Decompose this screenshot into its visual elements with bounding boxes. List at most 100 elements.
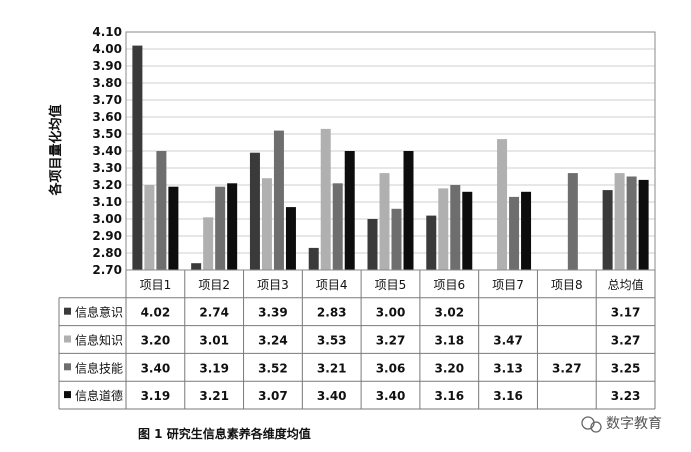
bar-3-1	[156, 151, 167, 270]
bar-4-7	[521, 191, 532, 270]
data-label: 3.00	[376, 306, 406, 320]
data-label: 3.25	[611, 361, 641, 375]
category-label: 项目1	[140, 278, 172, 292]
data-label: 3.20	[434, 361, 464, 375]
data-label: 3.40	[376, 389, 406, 403]
bar-1-1	[132, 45, 143, 270]
y-tick-label: 3.40	[92, 144, 122, 158]
data-label: 3.27	[552, 361, 582, 375]
bar-3-2	[215, 186, 226, 270]
data-label: 3.20	[141, 334, 171, 348]
bar-4-4	[344, 151, 355, 270]
bar-1-6	[426, 215, 437, 270]
bar-4-1	[168, 186, 179, 270]
data-label: 3.40	[141, 361, 171, 375]
category-label: 总均值	[608, 277, 644, 292]
bar-4-9	[638, 179, 649, 270]
bar-2-4	[320, 128, 331, 270]
data-label: 3.53	[317, 334, 347, 348]
series-name: 信息道德	[75, 388, 123, 403]
data-label: 3.52	[258, 361, 288, 375]
data-label: 3.27	[611, 334, 641, 348]
bar-4-3	[285, 207, 296, 270]
y-tick-label: 3.00	[92, 212, 122, 226]
y-tick-label: 3.60	[92, 110, 122, 124]
y-tick-label: 3.90	[92, 59, 122, 73]
series-name: 信息知识	[75, 333, 123, 348]
legend-swatch	[64, 363, 71, 371]
data-label: 3.40	[317, 389, 347, 403]
data-label: 2.83	[317, 306, 347, 320]
data-label: 3.01	[199, 334, 229, 348]
data-label: 3.39	[258, 306, 288, 320]
data-label: 3.24	[258, 334, 288, 348]
y-tick-label: 2.70	[92, 263, 122, 277]
bar-2-2	[203, 217, 214, 270]
bar-3-8	[567, 173, 578, 270]
bar-3-4	[332, 183, 343, 270]
bar-4-5	[403, 151, 414, 270]
bar-3-6	[450, 185, 461, 270]
category-label: 项目4	[316, 278, 348, 292]
data-label: 3.16	[434, 389, 464, 403]
category-label: 项目5	[375, 278, 407, 292]
category-label: 项目6	[433, 278, 465, 292]
y-tick-label: 3.50	[92, 127, 122, 141]
watermark: 数字教育	[581, 416, 662, 433]
data-label: 3.23	[611, 389, 641, 403]
y-tick-label: 4.10	[92, 25, 122, 39]
legend-swatch	[64, 335, 71, 343]
data-label: 3.18	[434, 334, 464, 348]
y-tick-label: 3.80	[92, 76, 122, 90]
bar-2-3	[261, 178, 272, 270]
legend-swatch	[64, 307, 71, 315]
bar-3-3	[273, 130, 284, 270]
data-label: 3.13	[493, 361, 523, 375]
y-tick-label: 2.90	[92, 229, 122, 243]
data-label: 3.16	[493, 389, 523, 403]
category-label: 项目8	[551, 278, 583, 292]
y-tick-label: 2.80	[92, 246, 122, 260]
bar-1-5	[367, 219, 378, 270]
y-axis-label: 各项目量化均值	[48, 104, 64, 196]
y-tick-label: 3.30	[92, 161, 122, 175]
category-label: 项目7	[492, 278, 524, 292]
data-label: 3.19	[141, 389, 171, 403]
bar-1-3	[249, 152, 260, 270]
y-tick-label: 3.70	[92, 93, 122, 107]
watermark-text: 数字教育	[606, 416, 662, 432]
data-label: 2.74	[199, 306, 229, 320]
bar-1-4	[308, 247, 319, 270]
plot-area-frame	[125, 31, 656, 271]
data-label: 3.47	[493, 334, 523, 348]
data-label: 3.06	[376, 361, 406, 375]
bar-4-6	[462, 191, 473, 270]
category-label: 项目2	[198, 278, 230, 292]
y-tick-label: 3.10	[92, 195, 122, 209]
data-label: 3.21	[317, 361, 347, 375]
bar-3-9	[626, 176, 637, 270]
bar-1-9	[602, 190, 613, 270]
bar-2-7	[497, 139, 508, 270]
bar-2-9	[614, 173, 625, 270]
series-name: 信息意识	[75, 305, 123, 320]
bar-2-6	[438, 188, 449, 270]
bar-2-1	[144, 185, 155, 270]
category-label: 项目3	[257, 278, 289, 292]
bar-4-2	[227, 183, 238, 270]
bar-1-2	[191, 263, 202, 270]
data-label: 4.02	[141, 306, 171, 320]
y-tick-label: 3.20	[92, 178, 122, 192]
bar-3-5	[391, 208, 402, 270]
data-label: 3.17	[611, 306, 641, 320]
data-label: 3.02	[434, 306, 464, 320]
bar-3-7	[509, 196, 520, 270]
series-name: 信息技能	[75, 360, 123, 375]
data-label: 3.21	[199, 389, 229, 403]
legend-swatch	[64, 391, 71, 399]
y-tick-label: 4.00	[92, 42, 122, 56]
figure-caption: 图 1 研究生信息素养各维度均值	[138, 426, 311, 441]
bar-2-5	[379, 173, 390, 270]
